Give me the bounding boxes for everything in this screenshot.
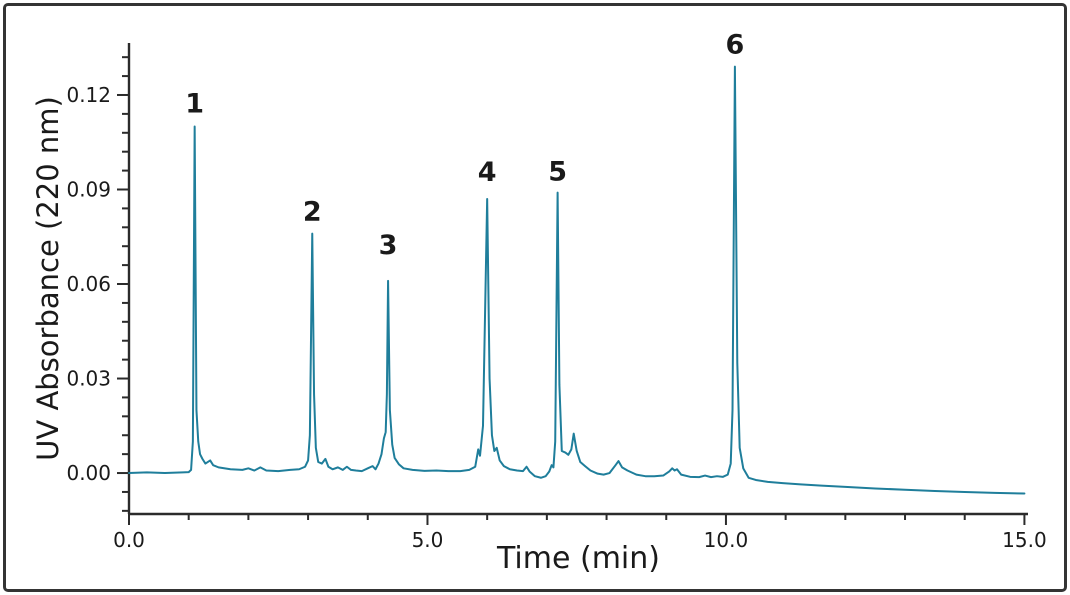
x-tick-label: 15.0	[1002, 528, 1047, 552]
figure-frame	[3, 3, 1067, 592]
x-tick-label: 5.0	[412, 528, 444, 552]
y-tick-label: 0.09	[66, 177, 111, 201]
y-tick-label: 0.03	[66, 367, 111, 391]
uv-trace-path	[128, 65, 1026, 495]
y-tick-label: 0.06	[66, 272, 111, 296]
y-axis-title: UV Absorbance (220 nm)	[31, 96, 65, 461]
peak-label-6: 6	[726, 30, 745, 61]
x-tick-label: 10.0	[704, 528, 749, 552]
peak-label-2: 2	[303, 197, 322, 228]
x-tick-label: 0.0	[113, 528, 145, 552]
peak-label-5: 5	[548, 157, 567, 188]
y-tick-label: 0.00	[66, 461, 111, 485]
peak-label-3: 3	[379, 230, 398, 261]
peak-label-4: 4	[478, 157, 497, 188]
peak-label-1: 1	[185, 88, 204, 119]
x-axis-title: Time (min)	[496, 541, 660, 576]
y-tick-label: 0.12	[66, 83, 111, 107]
